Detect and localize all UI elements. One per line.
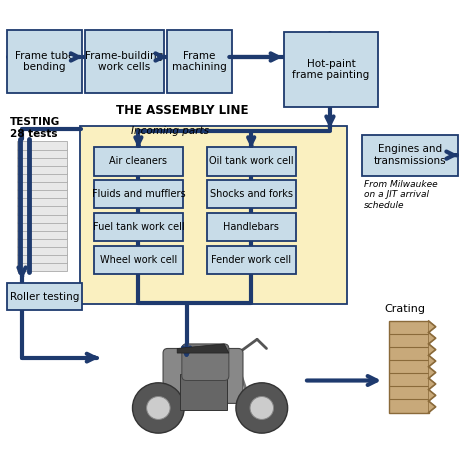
Text: Frame tube
bending: Frame tube bending: [15, 50, 74, 72]
FancyBboxPatch shape: [180, 374, 227, 410]
Text: Oil tank work cell: Oil tank work cell: [209, 157, 293, 166]
FancyBboxPatch shape: [207, 213, 296, 241]
FancyBboxPatch shape: [17, 157, 67, 166]
FancyBboxPatch shape: [284, 32, 378, 107]
Polygon shape: [428, 344, 436, 355]
FancyBboxPatch shape: [17, 181, 67, 190]
Text: TESTING
28 tests: TESTING 28 tests: [10, 118, 61, 139]
Circle shape: [250, 397, 273, 420]
Text: Handlebars: Handlebars: [223, 222, 279, 232]
FancyBboxPatch shape: [17, 262, 67, 271]
FancyBboxPatch shape: [182, 344, 229, 381]
Text: Wheel work cell: Wheel work cell: [100, 255, 177, 265]
FancyBboxPatch shape: [80, 126, 347, 304]
FancyBboxPatch shape: [17, 222, 67, 231]
Polygon shape: [428, 390, 436, 401]
FancyBboxPatch shape: [17, 213, 67, 223]
Text: Roller testing: Roller testing: [9, 292, 79, 302]
Polygon shape: [428, 378, 436, 390]
FancyBboxPatch shape: [17, 254, 67, 263]
Polygon shape: [428, 401, 436, 413]
FancyBboxPatch shape: [163, 348, 243, 403]
Text: Frame-building
work cells: Frame-building work cells: [85, 50, 164, 72]
Text: Hot-paint
frame painting: Hot-paint frame painting: [292, 59, 370, 80]
Text: Fender work cell: Fender work cell: [211, 255, 291, 265]
Text: Crating: Crating: [384, 304, 426, 314]
FancyBboxPatch shape: [17, 205, 67, 214]
Polygon shape: [428, 355, 436, 367]
Text: Shocks and forks: Shocks and forks: [210, 189, 293, 199]
Text: Fluids and mufflers: Fluids and mufflers: [91, 189, 185, 199]
FancyBboxPatch shape: [362, 135, 458, 175]
FancyBboxPatch shape: [17, 246, 67, 255]
Text: Incoming parts: Incoming parts: [131, 126, 209, 136]
FancyBboxPatch shape: [94, 213, 183, 241]
Text: THE ASSEMBLY LINE: THE ASSEMBLY LINE: [116, 104, 248, 118]
Circle shape: [236, 383, 288, 433]
FancyBboxPatch shape: [167, 29, 232, 93]
Text: Frame
machining: Frame machining: [172, 50, 227, 72]
FancyBboxPatch shape: [17, 197, 67, 207]
Polygon shape: [428, 321, 436, 332]
FancyBboxPatch shape: [17, 230, 67, 239]
FancyBboxPatch shape: [207, 246, 296, 274]
Text: Air cleaners: Air cleaners: [109, 157, 167, 166]
FancyBboxPatch shape: [94, 147, 183, 175]
FancyBboxPatch shape: [207, 180, 296, 208]
Text: Engines and
transmissions: Engines and transmissions: [374, 144, 446, 166]
Circle shape: [146, 397, 170, 420]
FancyBboxPatch shape: [7, 284, 82, 310]
FancyBboxPatch shape: [17, 149, 67, 158]
FancyBboxPatch shape: [94, 246, 183, 274]
FancyBboxPatch shape: [17, 165, 67, 174]
FancyBboxPatch shape: [17, 238, 67, 247]
FancyBboxPatch shape: [207, 147, 296, 175]
Polygon shape: [428, 367, 436, 378]
Circle shape: [133, 383, 184, 433]
FancyBboxPatch shape: [389, 321, 428, 413]
Polygon shape: [428, 332, 436, 344]
FancyBboxPatch shape: [84, 29, 164, 93]
Text: Fuel tank work cell: Fuel tank work cell: [92, 222, 184, 232]
FancyBboxPatch shape: [17, 141, 67, 150]
FancyBboxPatch shape: [17, 173, 67, 182]
Text: From Milwaukee
on a JIT arrival
schedule: From Milwaukee on a JIT arrival schedule: [364, 180, 438, 210]
FancyBboxPatch shape: [94, 180, 183, 208]
FancyBboxPatch shape: [7, 29, 82, 93]
FancyBboxPatch shape: [17, 189, 67, 198]
Polygon shape: [177, 344, 229, 353]
